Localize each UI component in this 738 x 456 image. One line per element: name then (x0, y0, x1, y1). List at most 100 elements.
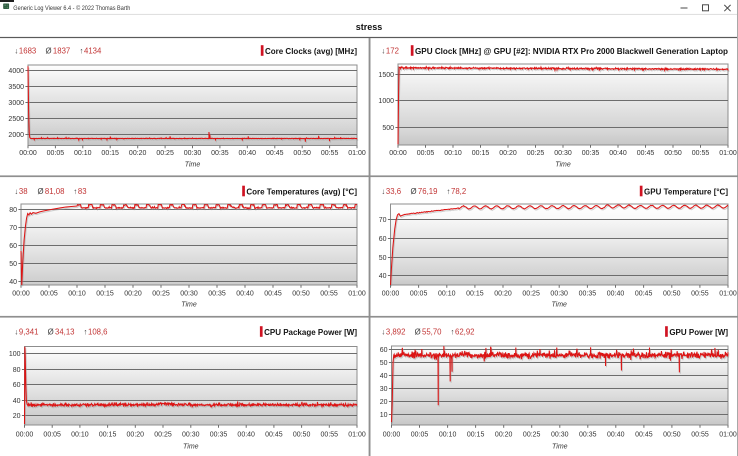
svg-text:34,13: 34,13 (55, 328, 75, 337)
svg-text:00:25: 00:25 (522, 291, 540, 298)
svg-text:76,19: 76,19 (418, 187, 438, 196)
svg-text:1683: 1683 (19, 47, 36, 56)
svg-text:00:05: 00:05 (417, 150, 435, 157)
svg-text:00:40: 00:40 (236, 291, 254, 298)
svg-text:00:20: 00:20 (127, 432, 145, 439)
svg-text:00:30: 00:30 (550, 291, 568, 298)
svg-text:20: 20 (13, 413, 21, 420)
svg-text:2500: 2500 (8, 116, 24, 123)
svg-text:01:00: 01:00 (348, 291, 366, 298)
svg-text:Ø: Ø (415, 328, 421, 337)
svg-text:50: 50 (380, 360, 388, 367)
svg-text:Core Clocks (avg) [MHz]: Core Clocks (avg) [MHz] (265, 47, 357, 56)
svg-text:Ø: Ø (38, 187, 44, 196)
svg-text:00:05: 00:05 (410, 291, 428, 298)
svg-text:00:05: 00:05 (47, 150, 65, 157)
svg-text:40: 40 (380, 373, 388, 380)
svg-text:33,6: 33,6 (386, 187, 401, 196)
svg-text:01:00: 01:00 (348, 432, 366, 439)
svg-text:00:50: 00:50 (663, 432, 681, 439)
svg-text:00:30: 00:30 (184, 150, 202, 157)
svg-text:00:00: 00:00 (19, 150, 37, 157)
svg-text:Time: Time (552, 444, 568, 451)
svg-text:9,341: 9,341 (19, 328, 39, 337)
svg-text:00:10: 00:10 (438, 291, 456, 298)
svg-text:00:25: 00:25 (154, 432, 172, 439)
svg-text:↑: ↑ (84, 328, 88, 337)
svg-text:00:10: 00:10 (71, 432, 89, 439)
svg-text:00:40: 00:40 (609, 150, 627, 157)
svg-text:40: 40 (13, 398, 21, 405)
svg-text:00:55: 00:55 (321, 150, 339, 157)
svg-text:2000: 2000 (8, 132, 24, 139)
svg-text:00:20: 00:20 (129, 150, 147, 157)
svg-text:40: 40 (379, 273, 387, 280)
svg-text:00:50: 00:50 (663, 291, 681, 298)
svg-text:Time: Time (185, 162, 201, 169)
svg-text:00:25: 00:25 (527, 150, 545, 157)
svg-text:GPU Power [W]: GPU Power [W] (669, 328, 728, 337)
svg-text:00:00: 00:00 (16, 432, 34, 439)
svg-text:40: 40 (9, 279, 17, 286)
svg-text:70: 70 (9, 225, 17, 232)
svg-text:80: 80 (9, 207, 17, 214)
svg-text:Time: Time (555, 162, 571, 169)
svg-text:01:00: 01:00 (719, 432, 737, 439)
svg-text:Time: Time (181, 302, 197, 309)
svg-text:00:15: 00:15 (96, 291, 114, 298)
svg-text:00:25: 00:25 (156, 150, 174, 157)
svg-text:00:10: 00:10 (444, 150, 462, 157)
svg-text:↑: ↑ (74, 187, 78, 196)
svg-text:00:30: 00:30 (551, 432, 569, 439)
svg-text:4134: 4134 (84, 47, 102, 56)
svg-text:↓: ↓ (382, 187, 386, 196)
svg-text:00:10: 00:10 (68, 291, 86, 298)
svg-text:62,92: 62,92 (455, 328, 475, 337)
svg-text:00:15: 00:15 (466, 291, 484, 298)
svg-text:00:35: 00:35 (208, 291, 226, 298)
svg-text:00:50: 00:50 (293, 432, 311, 439)
svg-text:↓: ↓ (15, 187, 19, 196)
svg-text:00:40: 00:40 (237, 432, 255, 439)
svg-text:00:05: 00:05 (411, 432, 429, 439)
svg-text:00:50: 00:50 (292, 291, 310, 298)
svg-text:Ø: Ø (46, 47, 52, 56)
svg-text:172: 172 (386, 47, 399, 56)
svg-text:00:45: 00:45 (635, 432, 653, 439)
svg-text:1500: 1500 (378, 72, 394, 79)
svg-text:00:20: 00:20 (495, 432, 513, 439)
svg-text:↓: ↓ (15, 47, 19, 56)
svg-text:00:40: 00:40 (239, 150, 257, 157)
svg-text:GPU Clock [MHz] @ GPU [#2]: NV: GPU Clock [MHz] @ GPU [#2]: NVIDIA RTX P… (415, 47, 728, 56)
svg-text:Generic Log Viewer 6.4 - © 2: Generic Log Viewer 6.4 - © 2022 Thomas B… (13, 4, 130, 12)
svg-text:00:35: 00:35 (579, 291, 597, 298)
svg-text:00:20: 00:20 (499, 150, 517, 157)
svg-text:00:20: 00:20 (124, 291, 142, 298)
svg-text:00:40: 00:40 (607, 432, 625, 439)
svg-text:00:45: 00:45 (635, 291, 653, 298)
svg-text:00:45: 00:45 (265, 432, 283, 439)
svg-text:1000: 1000 (378, 98, 394, 105)
svg-text:78,2: 78,2 (451, 187, 466, 196)
svg-text:00:55: 00:55 (691, 291, 709, 298)
svg-text:20: 20 (380, 399, 388, 406)
svg-text:00:30: 00:30 (180, 291, 198, 298)
svg-text:Core Temperatures (avg) [°C]: Core Temperatures (avg) [°C] (246, 187, 357, 196)
svg-text:00:10: 00:10 (74, 150, 92, 157)
svg-text:00:20: 00:20 (494, 291, 512, 298)
svg-text:00:15: 00:15 (99, 432, 117, 439)
svg-text:00:35: 00:35 (582, 150, 600, 157)
svg-text:60: 60 (380, 347, 388, 354)
svg-text:00:35: 00:35 (211, 150, 229, 157)
svg-text:00:35: 00:35 (210, 432, 228, 439)
svg-text:3500: 3500 (8, 84, 24, 91)
svg-text:00:55: 00:55 (320, 291, 338, 298)
svg-text:00:00: 00:00 (382, 291, 400, 298)
svg-text:00:55: 00:55 (692, 150, 710, 157)
svg-text:CPU Package Power [W]: CPU Package Power [W] (264, 328, 357, 337)
svg-text:00:05: 00:05 (40, 291, 58, 298)
svg-text:00:45: 00:45 (264, 291, 282, 298)
svg-text:01:00: 01:00 (719, 150, 737, 157)
svg-text:00:00: 00:00 (389, 150, 407, 157)
svg-text:00:25: 00:25 (152, 291, 170, 298)
